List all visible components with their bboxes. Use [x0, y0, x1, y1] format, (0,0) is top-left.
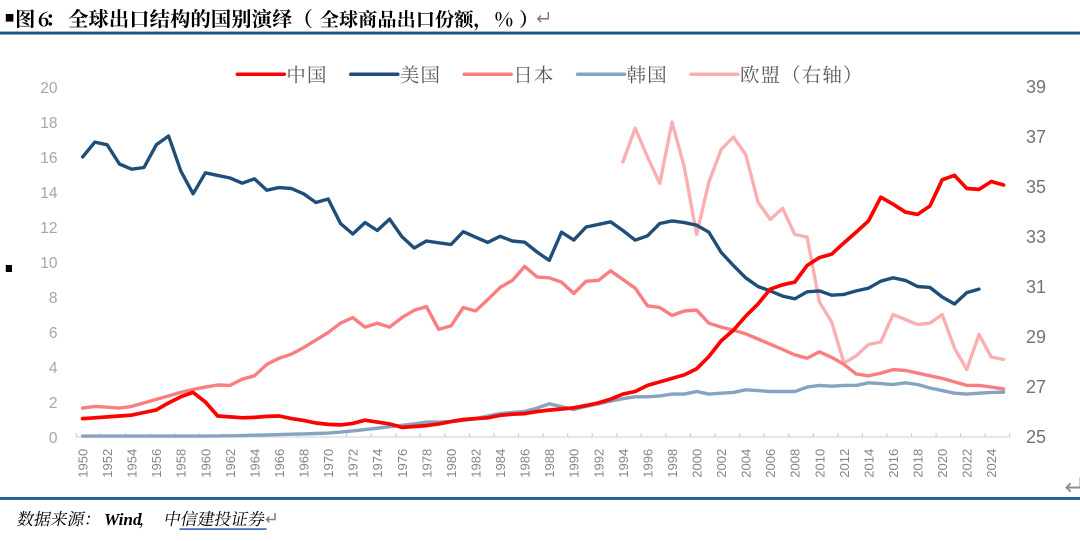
- svg-text:2022: 2022: [960, 449, 975, 478]
- svg-text:Wind: Wind: [104, 510, 142, 529]
- svg-text:25: 25: [1026, 427, 1046, 447]
- svg-text:1964: 1964: [247, 449, 262, 478]
- svg-text:2024: 2024: [984, 449, 999, 478]
- svg-text:2020: 2020: [935, 449, 950, 478]
- svg-text:16: 16: [40, 150, 57, 167]
- svg-text:10: 10: [40, 255, 58, 272]
- svg-text:14: 14: [40, 185, 58, 202]
- svg-text:1972: 1972: [346, 449, 361, 478]
- svg-text:4: 4: [49, 360, 58, 377]
- svg-text:2004: 2004: [739, 449, 754, 478]
- svg-text:20: 20: [40, 80, 58, 97]
- svg-text:2010: 2010: [812, 449, 827, 478]
- svg-text:1960: 1960: [198, 449, 213, 478]
- svg-text:2006: 2006: [763, 449, 778, 478]
- svg-text:1984: 1984: [493, 449, 508, 478]
- svg-text:6: 6: [49, 325, 58, 342]
- svg-text:1966: 1966: [272, 449, 287, 478]
- svg-text:1968: 1968: [297, 449, 312, 478]
- svg-text:12: 12: [40, 220, 57, 237]
- svg-text:8: 8: [49, 290, 58, 307]
- svg-text:1992: 1992: [591, 449, 606, 478]
- svg-text:39: 39: [1026, 77, 1046, 97]
- svg-text:33: 33: [1026, 227, 1046, 247]
- svg-text:1956: 1956: [149, 449, 164, 478]
- svg-text:1980: 1980: [444, 449, 459, 478]
- svg-text:2: 2: [49, 395, 58, 412]
- svg-text:1952: 1952: [100, 449, 115, 478]
- svg-text:1982: 1982: [469, 449, 484, 478]
- svg-text:1986: 1986: [518, 449, 533, 478]
- svg-text:31: 31: [1026, 277, 1046, 297]
- svg-text:2016: 2016: [886, 449, 901, 478]
- svg-text:2000: 2000: [690, 449, 705, 478]
- svg-text:0: 0: [49, 430, 58, 447]
- svg-text:1998: 1998: [665, 449, 680, 478]
- svg-text:1988: 1988: [542, 449, 557, 478]
- svg-text:2002: 2002: [714, 449, 729, 478]
- svg-text:1990: 1990: [567, 449, 582, 478]
- svg-text:1978: 1978: [419, 449, 434, 478]
- svg-text:27: 27: [1026, 377, 1046, 397]
- svg-text:1954: 1954: [125, 449, 140, 478]
- svg-text:1994: 1994: [616, 449, 631, 478]
- svg-text:1958: 1958: [174, 449, 189, 478]
- svg-text:29: 29: [1026, 327, 1046, 347]
- svg-text:35: 35: [1026, 177, 1046, 197]
- svg-text:1974: 1974: [370, 449, 385, 478]
- svg-text:1950: 1950: [76, 449, 91, 478]
- svg-text:37: 37: [1026, 127, 1046, 147]
- svg-text:1970: 1970: [321, 449, 336, 478]
- svg-text:18: 18: [40, 115, 57, 132]
- svg-text:2008: 2008: [788, 449, 803, 478]
- svg-text:1976: 1976: [395, 449, 410, 478]
- svg-text:1996: 1996: [640, 449, 655, 478]
- svg-text:1962: 1962: [223, 449, 238, 478]
- svg-text:2018: 2018: [911, 449, 926, 478]
- svg-text:2012: 2012: [837, 449, 852, 478]
- svg-text:2014: 2014: [861, 449, 876, 478]
